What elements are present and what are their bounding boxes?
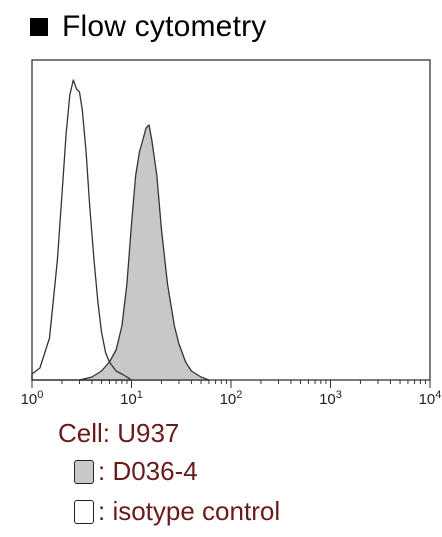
cell-line-label: Cell: U937: [58, 418, 180, 448]
legend-swatch-isotype-control: [74, 499, 94, 524]
x-tick-label: 104: [419, 389, 442, 408]
title-square-icon: [30, 18, 48, 36]
series-d036-4: [78, 124, 210, 381]
legend-label-d036-4: : D036-4: [98, 456, 198, 486]
chart-title-text: Flow cytometry: [62, 10, 267, 43]
chart-title: Flow cytometry: [30, 10, 267, 44]
legend-item-isotype-control: : isotype control: [74, 496, 280, 527]
plot-frame: [31, 59, 431, 381]
x-tick-label: 101: [120, 389, 143, 408]
x-tick-label: 102: [220, 389, 243, 408]
histogram-plot: 100 101 102 103 104: [21, 59, 442, 408]
x-tick-label: 100: [21, 389, 44, 408]
legend-swatch-d036-4: [74, 459, 94, 484]
legend-item-d036-4: : D036-4: [74, 456, 198, 487]
x-tick-label: 103: [319, 389, 342, 408]
legend-label-isotype-control: : isotype control: [98, 496, 281, 526]
series-isotype-control: [31, 79, 133, 381]
